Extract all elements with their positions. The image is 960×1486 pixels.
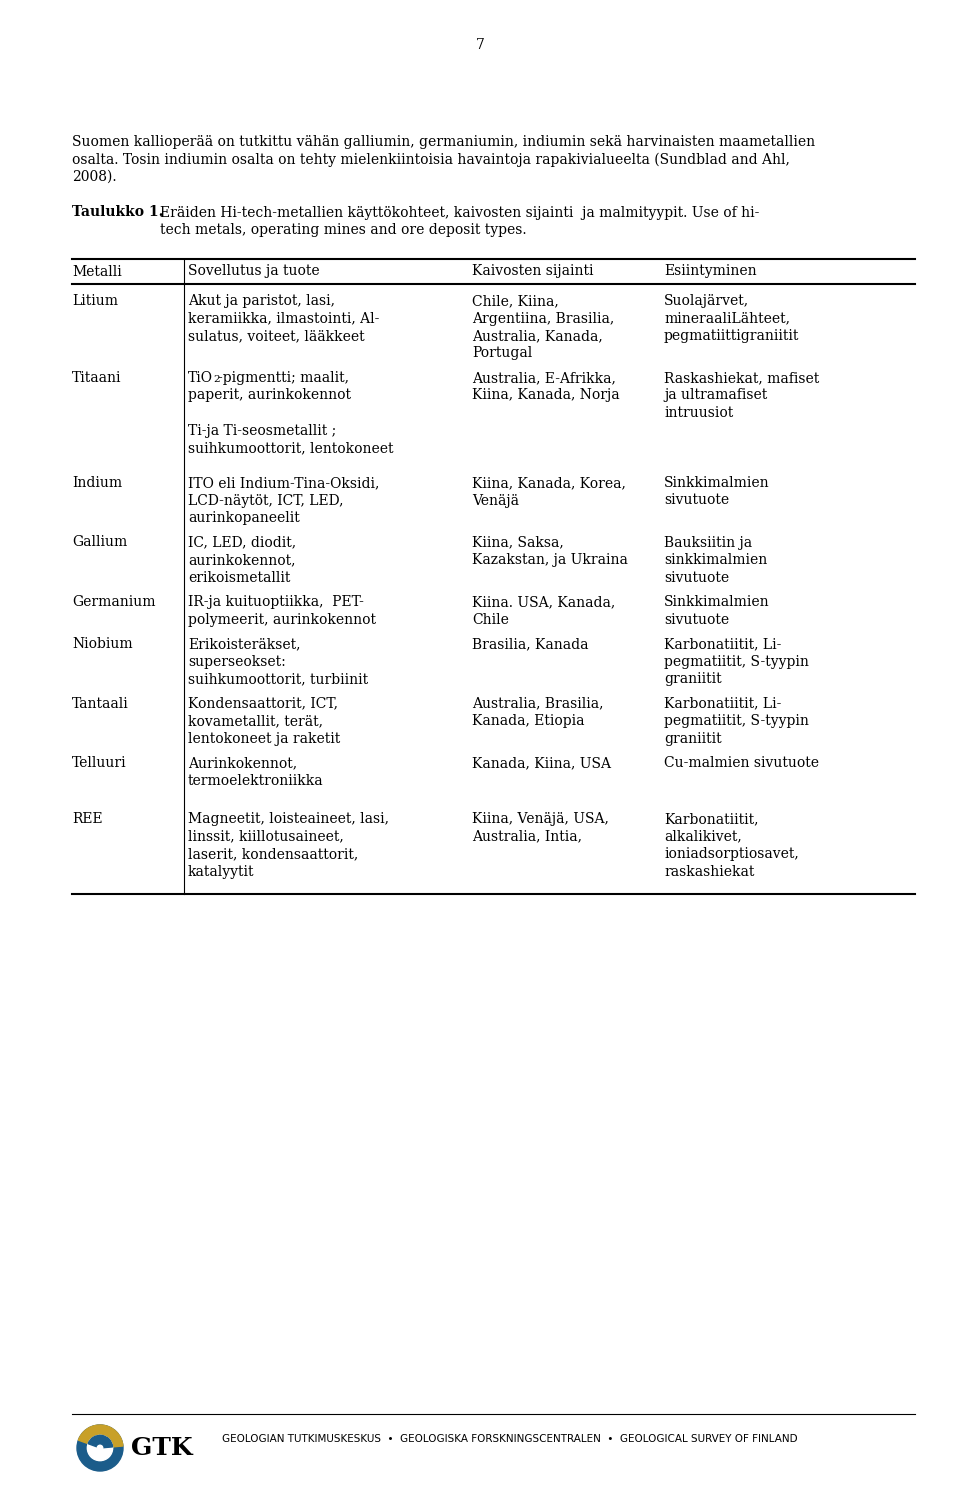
Text: sulatus, voiteet, lääkkeet: sulatus, voiteet, lääkkeet bbox=[188, 328, 365, 343]
Text: Kiina, Venäjä, USA,: Kiina, Venäjä, USA, bbox=[472, 811, 609, 826]
Text: pegmatiittigraniitit: pegmatiittigraniitit bbox=[664, 328, 800, 343]
Text: 2008).: 2008). bbox=[72, 169, 116, 184]
Text: sivutuote: sivutuote bbox=[664, 571, 730, 584]
Wedge shape bbox=[88, 1435, 112, 1447]
Text: Argentiina, Brasilia,: Argentiina, Brasilia, bbox=[472, 312, 614, 325]
Text: Kiina, Kanada, Norja: Kiina, Kanada, Norja bbox=[472, 388, 619, 403]
Text: lentokoneet ja raketit: lentokoneet ja raketit bbox=[188, 731, 340, 746]
Text: Indium: Indium bbox=[72, 476, 122, 490]
Text: Metalli: Metalli bbox=[72, 265, 122, 278]
Text: aurinkokennot,: aurinkokennot, bbox=[188, 553, 296, 568]
Text: Titaani: Titaani bbox=[72, 372, 122, 385]
Text: Eräiden Hi-tech-metallien käyttökohteet, kaivosten sijainti  ja malmityypit. Use: Eräiden Hi-tech-metallien käyttökohteet,… bbox=[160, 205, 759, 220]
Text: polymeerit, aurinkokennot: polymeerit, aurinkokennot bbox=[188, 612, 376, 627]
Circle shape bbox=[97, 1446, 103, 1450]
Text: Karbonatiitit, Li-: Karbonatiitit, Li- bbox=[664, 637, 781, 651]
Text: ioniadsorptiosavet,: ioniadsorptiosavet, bbox=[664, 847, 799, 860]
Text: aurinkopaneelit: aurinkopaneelit bbox=[188, 511, 300, 525]
Text: Erikoisteräkset,: Erikoisteräkset, bbox=[188, 637, 300, 651]
Text: Kanada, Etiopia: Kanada, Etiopia bbox=[472, 713, 585, 728]
Text: intruusiot: intruusiot bbox=[664, 406, 733, 421]
Text: Cu-malmien sivutuote: Cu-malmien sivutuote bbox=[664, 756, 819, 770]
Text: sinkkimalmien: sinkkimalmien bbox=[664, 553, 767, 568]
Text: keramiikka, ilmastointi, Al-: keramiikka, ilmastointi, Al- bbox=[188, 312, 379, 325]
Text: suihkumoottorit, lentokoneet: suihkumoottorit, lentokoneet bbox=[188, 441, 394, 455]
Text: raskashiekat: raskashiekat bbox=[664, 865, 755, 878]
Text: kovametallit, terät,: kovametallit, terät, bbox=[188, 713, 323, 728]
Text: suihkumoottorit, turbiinit: suihkumoottorit, turbiinit bbox=[188, 672, 368, 687]
Text: Kanada, Kiina, USA: Kanada, Kiina, USA bbox=[472, 756, 611, 770]
Text: katalyytit: katalyytit bbox=[188, 865, 254, 878]
Text: Germanium: Germanium bbox=[72, 594, 156, 609]
Text: linssit, kiillotusaineet,: linssit, kiillotusaineet, bbox=[188, 829, 344, 844]
Text: osalta. Tosin indiumin osalta on tehty mielenkiintoisia havaintoja rapakivialuee: osalta. Tosin indiumin osalta on tehty m… bbox=[72, 153, 790, 166]
Text: GEOLOGIAN TUTKIMUSKESKUS  •  GEOLOGISKA FORSKNINGSCENTRALEN  •  GEOLOGICAL SURVE: GEOLOGIAN TUTKIMUSKESKUS • GEOLOGISKA FO… bbox=[222, 1434, 798, 1444]
Text: Kazakstan, ja Ukraina: Kazakstan, ja Ukraina bbox=[472, 553, 628, 568]
Text: IR-ja kuituoptiikka,  PET-: IR-ja kuituoptiikka, PET- bbox=[188, 594, 364, 609]
Text: termoelektroniikka: termoelektroniikka bbox=[188, 774, 324, 788]
Text: ja ultramafiset: ja ultramafiset bbox=[664, 388, 767, 403]
Text: Australia, Intia,: Australia, Intia, bbox=[472, 829, 582, 844]
Text: Taulukko 1.: Taulukko 1. bbox=[72, 205, 163, 220]
Text: superseokset:: superseokset: bbox=[188, 654, 286, 669]
Text: Kaivosten sijainti: Kaivosten sijainti bbox=[472, 265, 593, 278]
Text: Brasilia, Kanada: Brasilia, Kanada bbox=[472, 637, 588, 651]
Text: paperit, aurinkokennot: paperit, aurinkokennot bbox=[188, 388, 351, 403]
Text: laserit, kondensaattorit,: laserit, kondensaattorit, bbox=[188, 847, 358, 860]
Text: Kiina, Kanada, Korea,: Kiina, Kanada, Korea, bbox=[472, 476, 626, 490]
Text: Kiina, Saksa,: Kiina, Saksa, bbox=[472, 535, 564, 550]
Circle shape bbox=[87, 1435, 112, 1461]
Text: Bauksiitin ja: Bauksiitin ja bbox=[664, 535, 752, 550]
Text: Telluuri: Telluuri bbox=[72, 756, 127, 770]
Text: LCD-näytöt, ICT, LED,: LCD-näytöt, ICT, LED, bbox=[188, 493, 344, 508]
Text: pegmatiitit, S-tyypin: pegmatiitit, S-tyypin bbox=[664, 654, 809, 669]
Text: Portugal: Portugal bbox=[472, 346, 532, 361]
Text: Niobium: Niobium bbox=[72, 637, 132, 651]
Text: tech metals, operating mines and ore deposit types.: tech metals, operating mines and ore dep… bbox=[160, 223, 527, 236]
Text: GTK: GTK bbox=[131, 1435, 193, 1461]
Circle shape bbox=[77, 1425, 123, 1471]
Text: Gallium: Gallium bbox=[72, 535, 128, 550]
Text: Magneetit, loisteaineet, lasi,: Magneetit, loisteaineet, lasi, bbox=[188, 811, 389, 826]
Text: erikoismetallit: erikoismetallit bbox=[188, 571, 290, 584]
Text: 7: 7 bbox=[475, 39, 485, 52]
Text: graniitit: graniitit bbox=[664, 672, 722, 687]
Text: Karbonatiitit,: Karbonatiitit, bbox=[664, 811, 758, 826]
Text: Suolajärvet,: Suolajärvet, bbox=[664, 294, 749, 308]
Text: Australia, E-Afrikka,: Australia, E-Afrikka, bbox=[472, 372, 616, 385]
Text: ITO eli Indium-Tina-Oksidi,: ITO eli Indium-Tina-Oksidi, bbox=[188, 476, 379, 490]
Text: graniitit: graniitit bbox=[664, 731, 722, 746]
Text: alkalikivet,: alkalikivet, bbox=[664, 829, 742, 844]
Text: Chile, Kiina,: Chile, Kiina, bbox=[472, 294, 559, 308]
Text: Australia, Kanada,: Australia, Kanada, bbox=[472, 328, 603, 343]
Text: Chile: Chile bbox=[472, 612, 509, 627]
Text: TiO: TiO bbox=[188, 372, 213, 385]
Text: Australia, Brasilia,: Australia, Brasilia, bbox=[472, 697, 604, 710]
Text: Esiintyminen: Esiintyminen bbox=[664, 265, 756, 278]
Text: 2: 2 bbox=[213, 374, 220, 385]
Text: Karbonatiitit, Li-: Karbonatiitit, Li- bbox=[664, 697, 781, 710]
Text: Venäjä: Venäjä bbox=[472, 493, 519, 508]
Text: Sovellutus ja tuote: Sovellutus ja tuote bbox=[188, 265, 320, 278]
Text: REE: REE bbox=[72, 811, 103, 826]
Text: mineraaliLähteet,: mineraaliLähteet, bbox=[664, 312, 790, 325]
Text: Kondensaattorit, ICT,: Kondensaattorit, ICT, bbox=[188, 697, 338, 710]
Text: sivutuote: sivutuote bbox=[664, 493, 730, 508]
Text: Aurinkokennot,: Aurinkokennot, bbox=[188, 756, 298, 770]
Text: Tantaali: Tantaali bbox=[72, 697, 129, 710]
Text: Suomen kallioperää on tutkittu vähän galliumin, germaniumin, indiumin sekä harvi: Suomen kallioperää on tutkittu vähän gal… bbox=[72, 135, 815, 149]
Text: Litium: Litium bbox=[72, 294, 118, 308]
Text: Kiina. USA, Kanada,: Kiina. USA, Kanada, bbox=[472, 594, 615, 609]
Text: Sinkkimalmien: Sinkkimalmien bbox=[664, 594, 770, 609]
Wedge shape bbox=[79, 1425, 123, 1447]
Text: pegmatiitit, S-tyypin: pegmatiitit, S-tyypin bbox=[664, 713, 809, 728]
Text: Raskashiekat, mafiset: Raskashiekat, mafiset bbox=[664, 372, 819, 385]
Text: Ti-ja Ti-seosmetallit ;: Ti-ja Ti-seosmetallit ; bbox=[188, 424, 336, 437]
Text: Sinkkimalmien: Sinkkimalmien bbox=[664, 476, 770, 490]
Text: Akut ja paristot, lasi,: Akut ja paristot, lasi, bbox=[188, 294, 335, 308]
Text: -pigmentti; maalit,: -pigmentti; maalit, bbox=[218, 372, 349, 385]
Text: IC, LED, diodit,: IC, LED, diodit, bbox=[188, 535, 296, 550]
Text: sivutuote: sivutuote bbox=[664, 612, 730, 627]
